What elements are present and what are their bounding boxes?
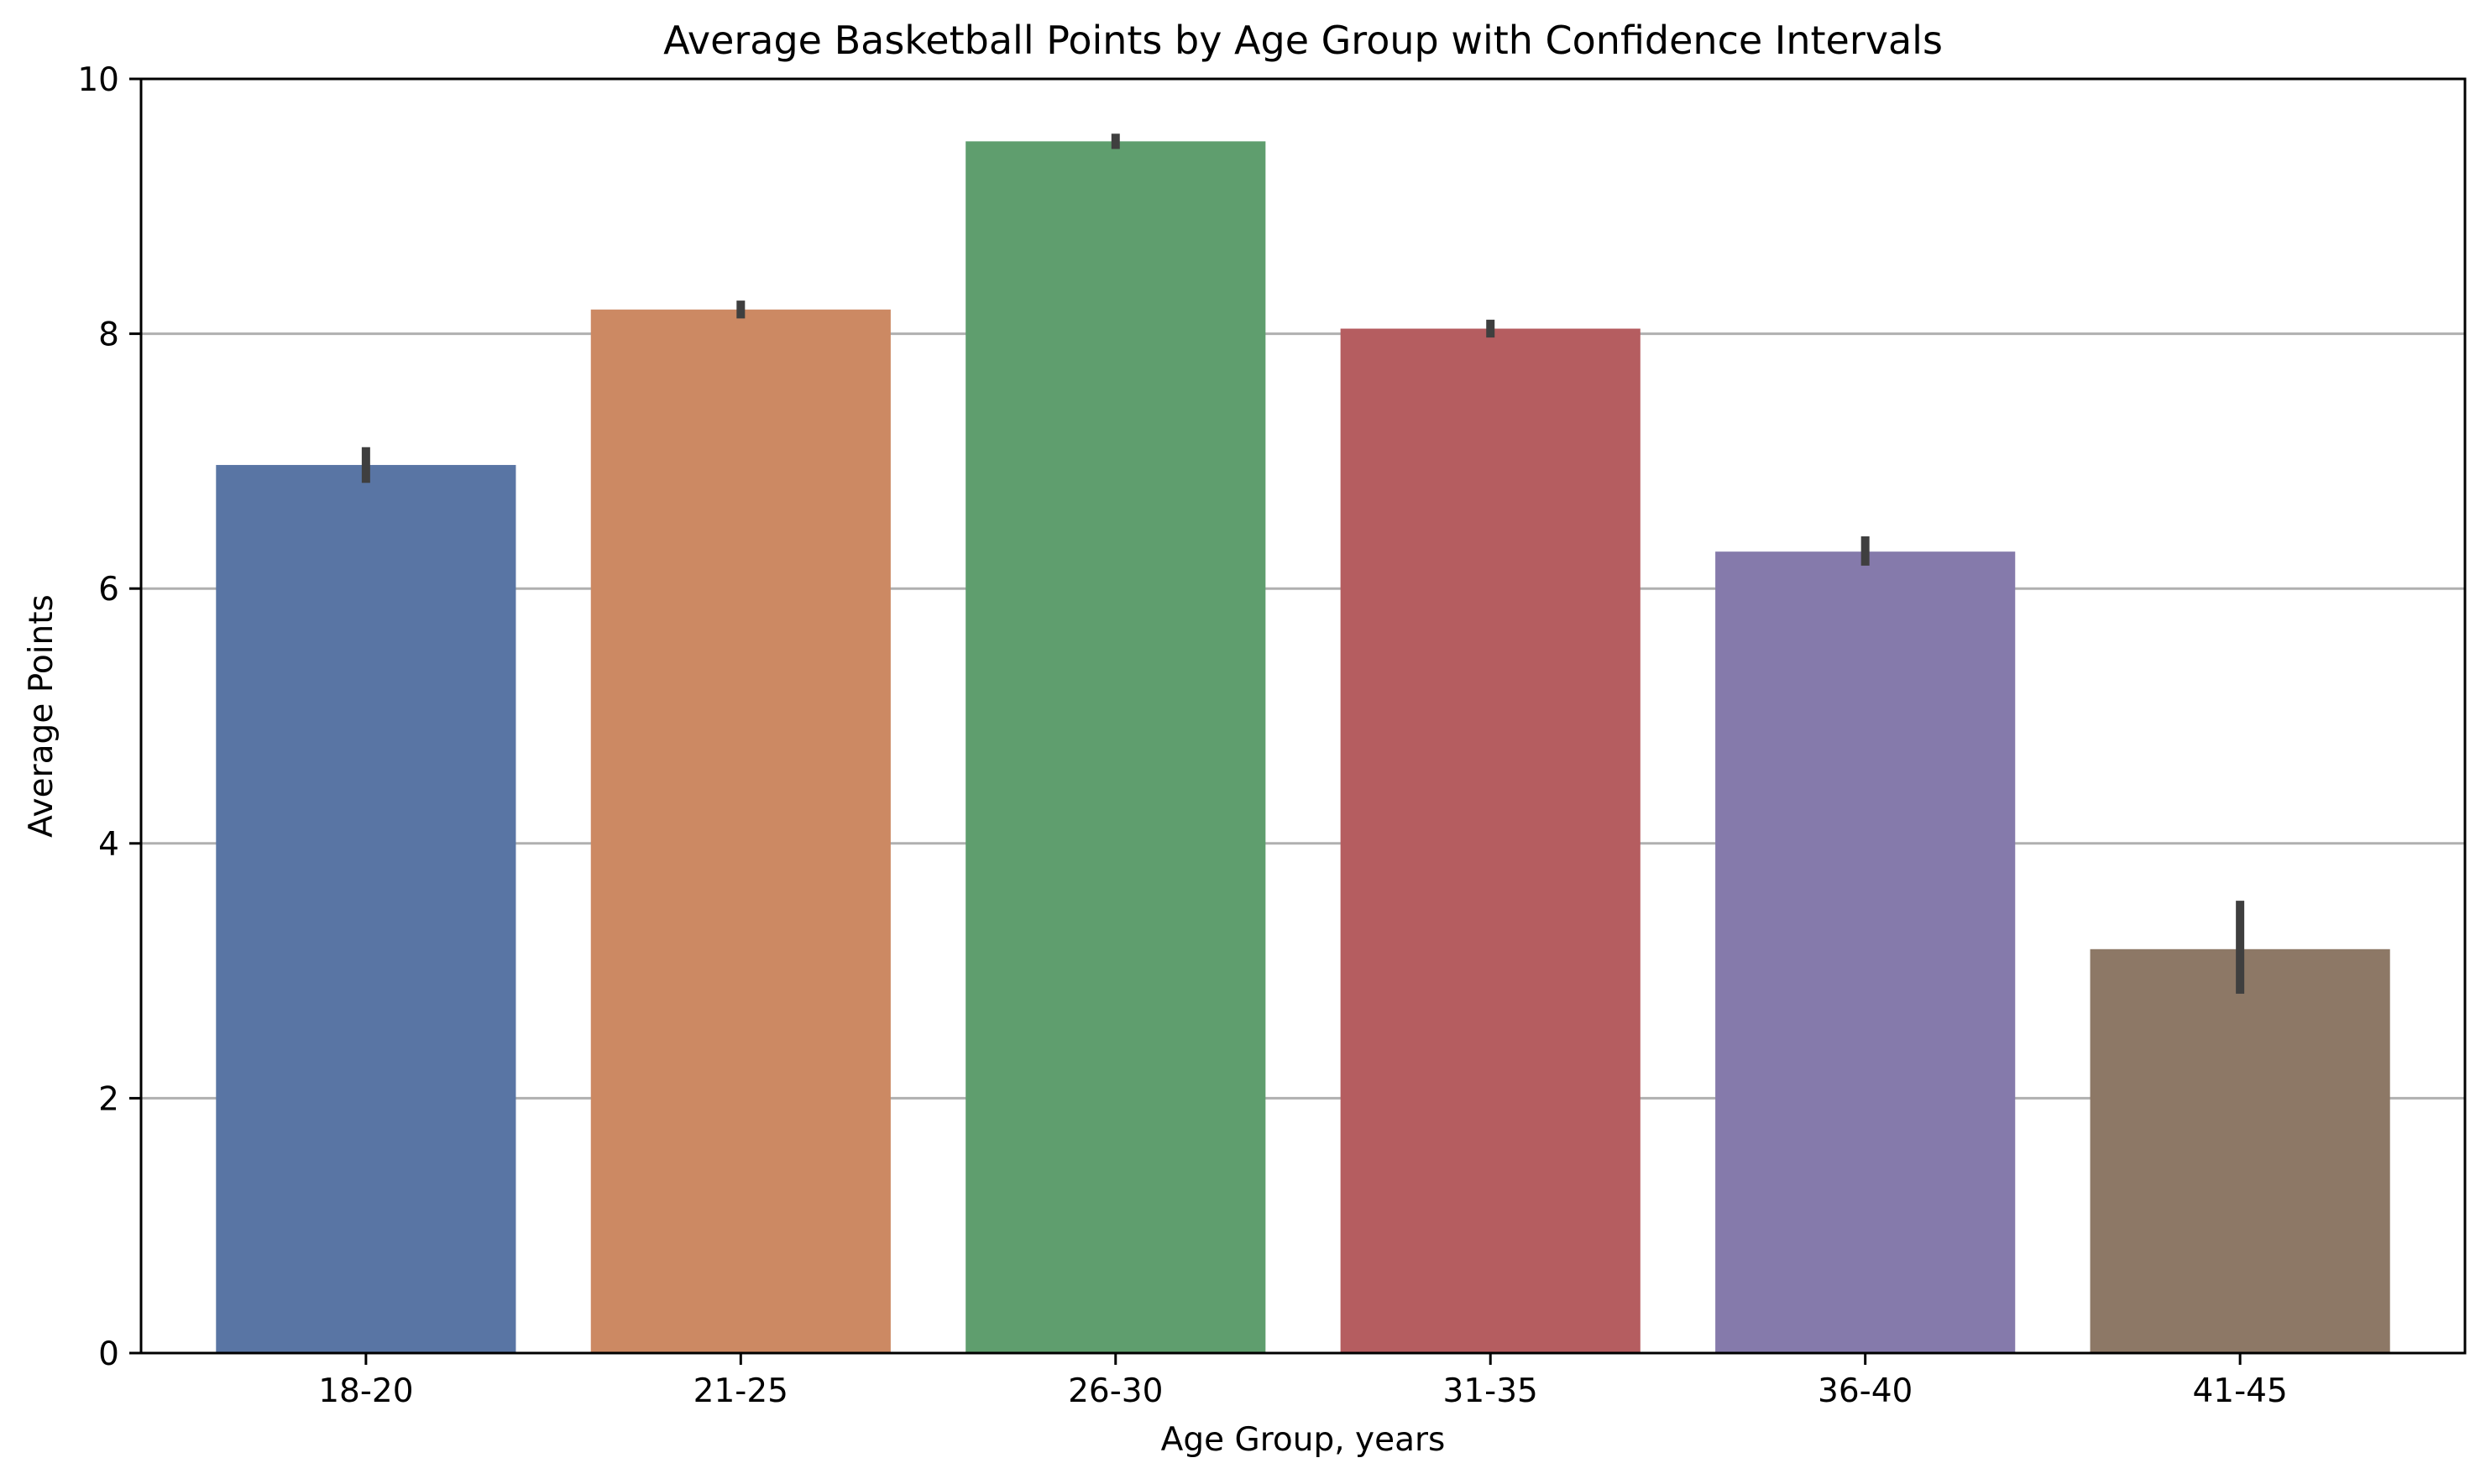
error-bars bbox=[361, 133, 2245, 994]
bar-18-20 bbox=[216, 464, 516, 1353]
bar-26-30 bbox=[966, 141, 1266, 1354]
x-axis-ticks: 18-20 21-25 26-30 31-35 36-40 41-45 bbox=[318, 1353, 2288, 1410]
x-tick-label-0: 18-20 bbox=[318, 1372, 413, 1410]
y-tick-label-4: 8 bbox=[98, 316, 119, 354]
x-tick-label-1: 21-25 bbox=[693, 1372, 788, 1410]
x-tick-label-3: 31-35 bbox=[1443, 1372, 1538, 1410]
y-axis-label: Average Points bbox=[23, 594, 60, 838]
bars bbox=[216, 141, 2390, 1354]
plot-frame bbox=[139, 77, 2467, 1355]
y-tick-label-1: 2 bbox=[98, 1080, 119, 1118]
bar-36-40 bbox=[1715, 551, 2016, 1353]
y-tick-label-3: 6 bbox=[98, 571, 119, 609]
chart-title: Average Basketball Points by Age Group w… bbox=[663, 18, 1943, 63]
y-tick-label-5: 10 bbox=[77, 61, 119, 99]
x-tick-label-5: 41-45 bbox=[2192, 1372, 2287, 1410]
bar-41-45 bbox=[2090, 948, 2390, 1353]
x-tick-label-2: 26-30 bbox=[1068, 1372, 1163, 1410]
y-axis-ticks: 0 2 4 6 8 10 bbox=[77, 61, 141, 1373]
x-axis-label: Age Group, years bbox=[1161, 1421, 1446, 1459]
bar-21-25 bbox=[590, 309, 891, 1353]
bar-31-35 bbox=[1340, 328, 1641, 1353]
y-tick-label-2: 4 bbox=[98, 826, 119, 864]
x-tick-label-4: 36-40 bbox=[1818, 1372, 1913, 1410]
y-tick-label-0: 0 bbox=[98, 1335, 119, 1373]
grid-lines bbox=[141, 332, 2465, 1100]
